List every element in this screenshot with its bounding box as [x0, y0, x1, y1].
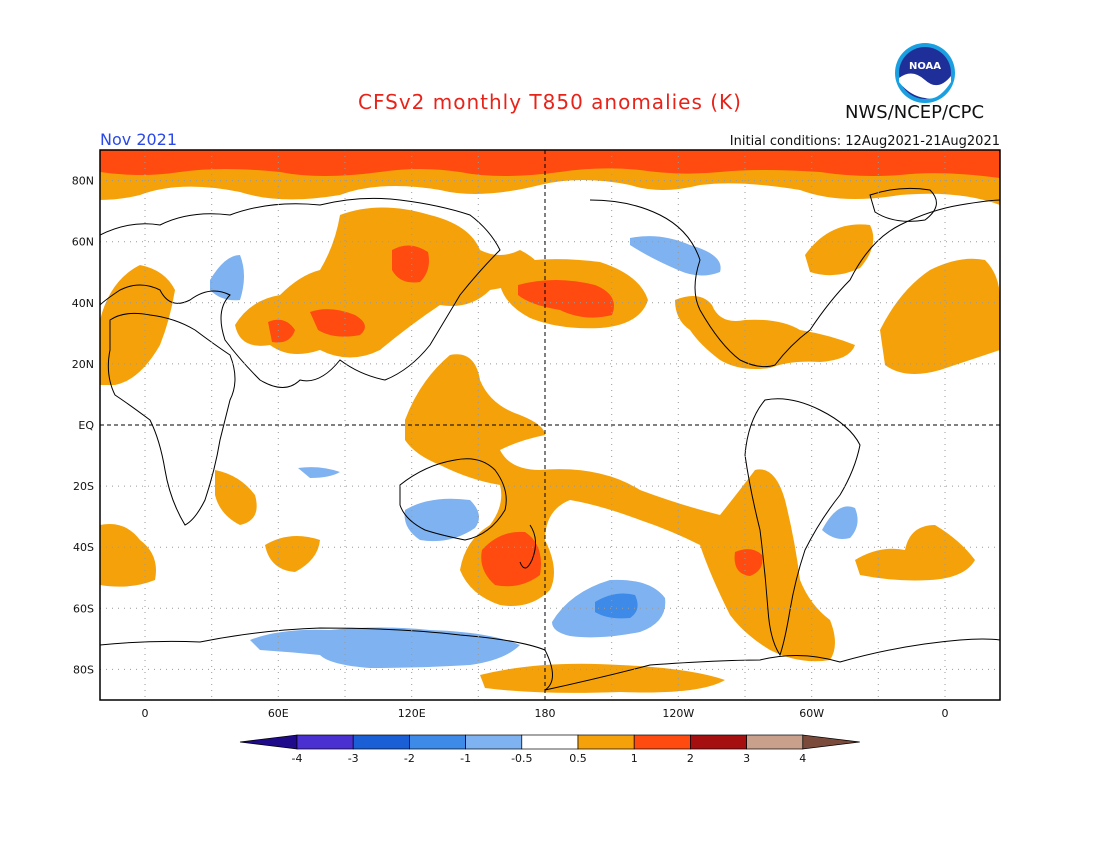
coastline-africa — [107, 312, 236, 526]
anomaly-fields — [100, 150, 1000, 693]
cold-south-atlantic — [822, 506, 858, 539]
organization-label: NWS/NCEP/CPC — [845, 102, 985, 123]
cold-indian-ocean — [298, 467, 340, 478]
warm-eurasia-core-1 — [392, 245, 429, 283]
warm-indian-ocean-2 — [265, 536, 320, 572]
lat-label: 80N — [72, 175, 94, 188]
lon-axis: 0 60E 120E 180 120W 60W 0 — [142, 707, 949, 720]
colorbar-segment — [746, 734, 804, 750]
logo-text: NOAA — [909, 61, 941, 72]
warm-south-america-core — [734, 549, 763, 576]
colorbar-label: 4 — [799, 752, 806, 765]
coastline-eurasia — [100, 197, 501, 388]
chart-title: CFSv2 monthly T850 anomalies (K) — [358, 90, 742, 114]
colorbar-label: 1 — [631, 752, 638, 765]
colorbar-label: -4 — [292, 752, 303, 765]
warm-eurasia-core-2 — [310, 309, 365, 337]
colorbar-segment — [296, 734, 354, 750]
warm-atlantic-east — [880, 258, 1000, 374]
colorbar-label: 2 — [687, 752, 694, 765]
colorbar-segment — [465, 734, 523, 750]
lon-label: 0 — [942, 707, 949, 720]
colorbar: -4 -3 -2 -1 -0.5 0.5 1 2 3 4 — [239, 734, 860, 765]
colorbar-segment — [577, 734, 635, 750]
lon-label: 120W — [662, 707, 694, 720]
lat-label: 20S — [73, 480, 94, 493]
warm-south-pacific-core — [481, 531, 541, 587]
colorbar-segment — [352, 734, 410, 750]
lat-label: 80S — [73, 663, 94, 676]
lat-label: 60N — [72, 236, 94, 249]
colorbar-segment — [633, 734, 691, 750]
warm-south-atlantic — [855, 525, 975, 581]
cold-south-pacific-core — [595, 593, 638, 619]
colorbar-arrow-right — [802, 734, 860, 750]
coastline-south-america — [744, 398, 861, 657]
warm-southern-ocean — [480, 663, 725, 693]
lat-label: 20N — [72, 358, 94, 371]
map-frame — [99, 149, 1001, 701]
colorbar-label: -3 — [348, 752, 359, 765]
warm-africa-west — [100, 265, 175, 385]
colorbar-arrow-left — [239, 734, 298, 750]
warm-arctic-core — [100, 150, 1000, 178]
cold-europe — [210, 255, 244, 301]
warm-north-america — [675, 296, 855, 369]
cold-antarctic — [250, 627, 520, 668]
lat-label: 60S — [73, 602, 94, 615]
cold-australia — [404, 498, 479, 542]
warm-eurasia-core-3 — [268, 319, 295, 343]
month-label: Nov 2021 — [100, 130, 178, 149]
reference-lines — [100, 150, 1000, 700]
colorbar-label: -1 — [460, 752, 471, 765]
warm-indian-ocean-1 — [100, 524, 156, 587]
warm-eurasia — [235, 207, 545, 358]
coastline-australia — [399, 458, 507, 541]
lat-axis: 80N 60N 40N 20N EQ 20S 40S 60S 80S — [72, 175, 95, 677]
warm-indian-ocean-3 — [215, 470, 257, 525]
coastline-greenland — [869, 187, 937, 222]
warm-north-pacific-core — [518, 280, 614, 318]
lon-label: 120E — [398, 707, 426, 720]
lat-label: 40N — [72, 297, 94, 310]
lon-label: 0 — [142, 707, 149, 720]
coastline-new-zealand — [519, 524, 536, 569]
warm-north-atlantic — [805, 224, 874, 276]
lon-label: 60E — [268, 707, 289, 720]
grid-lines — [100, 150, 1000, 700]
colorbar-segment — [521, 734, 579, 750]
lat-label: EQ — [78, 419, 94, 432]
colorbar-label: 0.5 — [569, 752, 587, 765]
colorbar-segment — [690, 734, 747, 750]
lat-label: 40S — [73, 541, 94, 554]
coastline-north-america — [589, 199, 1000, 368]
lon-label: 60W — [799, 707, 824, 720]
noaa-logo-icon: NOAA — [895, 43, 955, 103]
colorbar-label: -2 — [404, 752, 415, 765]
colorbar-label: 3 — [743, 752, 750, 765]
lon-label: 180 — [535, 707, 556, 720]
initial-conditions-label: Initial conditions: 12Aug2021-21Aug2021 — [729, 134, 1000, 149]
colorbar-label: -0.5 — [511, 752, 532, 765]
colorbar-segment — [409, 734, 466, 750]
